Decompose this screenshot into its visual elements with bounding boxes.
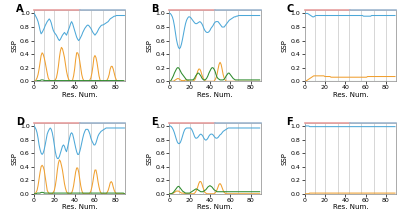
- Text: C: C: [286, 4, 294, 14]
- X-axis label: Res. Num.: Res. Num.: [62, 92, 98, 98]
- X-axis label: Res. Num.: Res. Num.: [62, 204, 98, 210]
- Y-axis label: SSP: SSP: [11, 152, 17, 165]
- Text: D: D: [16, 117, 24, 127]
- Text: A: A: [16, 4, 23, 14]
- Y-axis label: SSP: SSP: [282, 39, 288, 52]
- Text: F: F: [286, 117, 293, 127]
- Text: B: B: [151, 4, 158, 14]
- Y-axis label: SSP: SSP: [146, 39, 152, 52]
- Y-axis label: SSP: SSP: [146, 152, 152, 165]
- X-axis label: Res. Num.: Res. Num.: [197, 92, 233, 98]
- X-axis label: Res. Num.: Res. Num.: [332, 92, 368, 98]
- X-axis label: Res. Num.: Res. Num.: [197, 204, 233, 210]
- Text: E: E: [151, 117, 158, 127]
- X-axis label: Res. Num.: Res. Num.: [332, 204, 368, 210]
- Y-axis label: SSP: SSP: [282, 152, 288, 165]
- Y-axis label: SSP: SSP: [11, 39, 17, 52]
